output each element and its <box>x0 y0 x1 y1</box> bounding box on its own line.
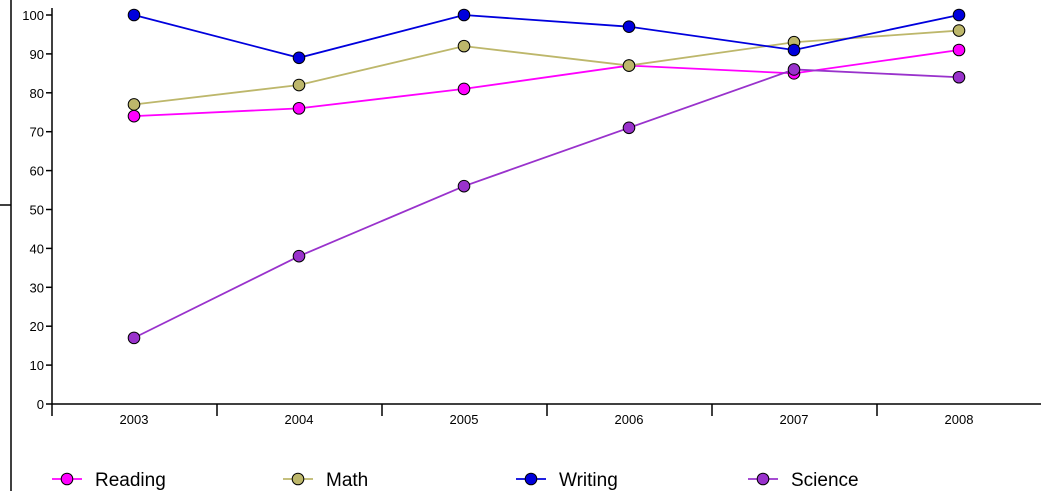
x-tick-label: 2008 <box>945 412 974 427</box>
legend-label: Math <box>326 470 368 491</box>
legend-marker <box>291 472 305 486</box>
series-math <box>127 24 966 111</box>
y-tick-label: 40 <box>30 241 44 256</box>
y-tick-label: 20 <box>30 319 44 334</box>
data-point <box>952 24 966 37</box>
legend: Reading Math Writing Science <box>52 470 859 491</box>
data-point <box>127 8 141 22</box>
data-point <box>457 8 471 22</box>
data-point <box>952 43 966 57</box>
x-tick-label: 2005 <box>450 412 479 427</box>
legend-item-reading: Reading <box>52 470 166 491</box>
x-tick-label: 2007 <box>780 412 809 427</box>
x-tick-label: 2004 <box>285 412 314 427</box>
data-point <box>292 102 306 115</box>
data-point <box>127 109 141 123</box>
x-tick-label: 2003 <box>120 412 149 427</box>
y-tick-label: 90 <box>30 47 44 62</box>
data-point <box>292 249 306 263</box>
data-point <box>457 39 471 53</box>
data-point <box>952 70 966 84</box>
data-point <box>952 8 966 22</box>
data-point <box>127 98 141 111</box>
legend-label: Science <box>791 470 859 491</box>
legend-marker <box>756 472 770 486</box>
series-line <box>133 68 960 339</box>
series-science <box>127 63 966 345</box>
data-point <box>622 20 636 33</box>
series-area <box>127 8 966 345</box>
y-tick-label: 70 <box>30 125 44 140</box>
series-line <box>133 14 960 59</box>
y-tick-label: 10 <box>30 358 44 373</box>
series-line <box>133 49 960 118</box>
x-axis: 2003 2004 2005 2006 2007 2008 <box>51 403 1041 427</box>
series-line <box>133 29 960 106</box>
legend-item-science: Science <box>748 470 859 491</box>
y-tick-label: 50 <box>30 203 44 218</box>
y-tick-label: 80 <box>30 86 44 101</box>
y-tick-label: 30 <box>30 280 44 295</box>
y-axis: 0 10 20 30 40 50 60 70 80 90 100 <box>0 0 53 491</box>
data-point <box>127 331 141 345</box>
data-point <box>292 51 306 65</box>
legend-marker <box>60 472 74 486</box>
legend-item-writing: Writing <box>516 470 618 491</box>
data-point <box>787 63 801 76</box>
data-point <box>622 59 636 72</box>
y-tick-label: 0 <box>37 397 44 412</box>
legend-label: Writing <box>559 470 618 491</box>
data-point <box>457 179 471 193</box>
x-tick-label: 2006 <box>615 412 644 427</box>
data-point <box>457 82 471 96</box>
legend-item-math: Math <box>283 470 368 491</box>
legend-marker <box>524 472 538 486</box>
y-tick-label: 100 <box>22 8 44 23</box>
y-tick-label: 60 <box>30 164 44 179</box>
legend-label: Reading <box>95 470 166 491</box>
data-point <box>292 78 306 92</box>
data-point <box>787 43 801 57</box>
data-point <box>622 121 636 135</box>
series-writing <box>127 8 966 65</box>
